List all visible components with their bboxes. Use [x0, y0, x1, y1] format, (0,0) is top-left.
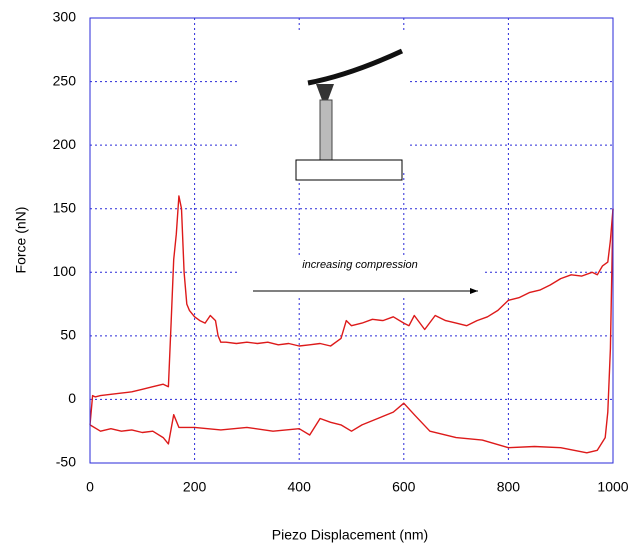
x-axis-label: Piezo Displacement (nm) [272, 527, 428, 543]
y-tick-label: 300 [53, 9, 77, 25]
data-line [89, 195, 614, 425]
y-tick-label: 100 [53, 263, 77, 279]
y-tick-label: 200 [53, 136, 77, 152]
y-tick-label: 50 [60, 327, 76, 343]
x-tick-label: 400 [288, 479, 312, 495]
cantilever-icon [238, 30, 408, 181]
x-tick-label: 800 [497, 479, 521, 495]
x-tick-label: 600 [392, 479, 416, 495]
y-axis-label: Force (nN) [13, 207, 29, 274]
plot-frame [89, 17, 614, 464]
x-tick-label: 1000 [597, 479, 628, 495]
y-tick-label: -50 [56, 454, 76, 470]
y-tick-label: 250 [53, 72, 77, 88]
data-line [89, 208, 614, 454]
y-tick-label: 0 [68, 390, 76, 406]
y-tick-label: 150 [53, 199, 77, 215]
x-tick-label: 0 [86, 479, 94, 495]
x-tick-label: 200 [183, 479, 207, 495]
annotation-bg [238, 255, 482, 297]
annotation: increasing compression [302, 259, 418, 271]
